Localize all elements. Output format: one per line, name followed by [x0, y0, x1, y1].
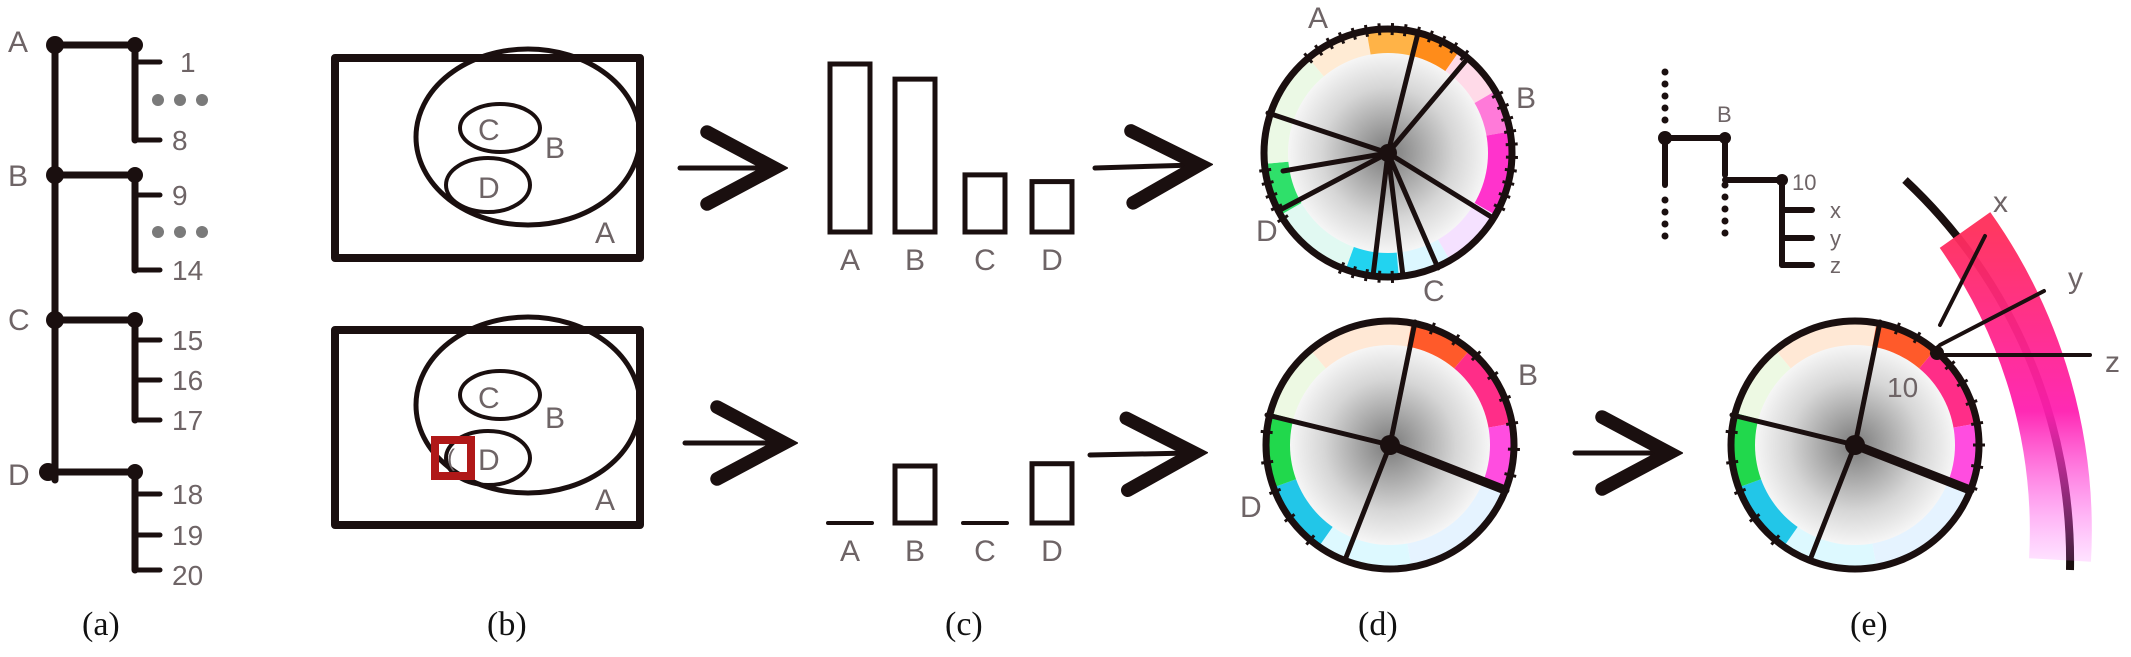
region-label-d: D [478, 172, 500, 205]
arrow-icon [1092, 165, 1195, 168]
wheel-ring-segment [1473, 131, 1513, 216]
panel-c-bottom-bar-chart: A B C D [826, 461, 1075, 568]
wheel-ring-segment [1269, 349, 1327, 420]
wheel-ring-segment [1318, 525, 1412, 570]
panel-b-regions-bottom: ( C D B A [331, 314, 644, 529]
leaf-label: 18 [172, 479, 203, 510]
wheel-label-d: D [1256, 215, 1278, 248]
cursor-glyph: ( [447, 445, 455, 472]
bar-a [827, 61, 873, 235]
mini-tree-leaf-z: z [1830, 253, 1841, 278]
bar-label-c: C [974, 244, 996, 277]
wheel-ring-segment [1871, 478, 1973, 569]
wheel-ring-segment [1730, 412, 1763, 488]
wheel-ring-segment [1309, 320, 1412, 370]
wheel-ring-segment [1307, 29, 1372, 78]
arc-label-y: y [2068, 262, 2083, 295]
ellipsis-dots-2 [152, 226, 208, 238]
wheel-ring-segment [1947, 423, 1980, 488]
wheel-ring-segment [1406, 478, 1508, 569]
bar-label-a: A [840, 244, 860, 277]
bar-d [1029, 461, 1075, 526]
tree-label-d: D [8, 459, 30, 492]
leaf-label: 9 [172, 180, 188, 211]
bar-b [892, 463, 938, 526]
wheel-ring-segment [1265, 412, 1298, 488]
region-label-c: C [478, 114, 500, 147]
leaf-label: 15 [172, 325, 203, 356]
wheel-ring-segment [1482, 423, 1515, 488]
panel-e-outer-arc: x y z [1902, 177, 2120, 571]
selection-highlight-box [431, 436, 475, 480]
bar-label-b: B [905, 244, 925, 277]
mini-tree-label-10: 10 [1792, 170, 1816, 195]
wheel-ring-segment [1473, 90, 1512, 137]
wheel-ring-segment [1737, 478, 1799, 548]
arrow-icon [1087, 453, 1190, 455]
panel-a-tree: A B C D 1 8 9 14 15 16 17 18 19 20 [8, 26, 208, 591]
leaf-label: 20 [172, 560, 203, 591]
wheel-ring-segment [1366, 28, 1421, 58]
wheel-ring-segment [1774, 320, 1877, 370]
flow-arrows [677, 165, 1665, 455]
wheel-label-a: A [1308, 2, 1328, 35]
caption-c: (c) [945, 606, 983, 643]
wheel-label-c: C [1423, 275, 1445, 308]
region-label-a: A [595, 217, 615, 250]
wheel-ring-segment [1272, 478, 1334, 548]
bar-label-b: B [905, 535, 925, 568]
bar-label-a: A [840, 535, 860, 568]
mini-tree-leaf-y: y [1830, 226, 1841, 251]
tree-label-c: C [8, 304, 30, 337]
wheel-ring-segment [1444, 50, 1497, 104]
panel-d-top-wheel: A B C D [1256, 2, 1536, 308]
region-label-c: C [478, 382, 500, 415]
caption-e: (e) [1850, 606, 1888, 643]
wheel-label-d: D [1240, 491, 1262, 524]
region-label-d: D [478, 444, 500, 477]
leaf-label: 19 [172, 520, 203, 551]
wheel-ring-segment [1453, 349, 1514, 429]
wheel-label-b: B [1516, 82, 1536, 115]
leaf-label: 17 [172, 405, 203, 436]
wheel-node-label-10: 10 [1887, 372, 1918, 403]
caption-d: (d) [1358, 606, 1398, 643]
mini-tree-label-b: B [1717, 102, 1732, 127]
wheel-label-b: B [1518, 359, 1538, 392]
tree-label-b: B [8, 160, 28, 193]
caption-b: (b) [487, 606, 527, 643]
wheel-ring-segment [1783, 525, 1877, 570]
leaf-label: 1 [180, 47, 196, 78]
bar-label-d: D [1041, 535, 1063, 568]
tree-label-a: A [8, 26, 28, 59]
arc-label-z: z [2105, 346, 2120, 379]
panel-b-regions-top: C D B A [331, 46, 644, 262]
region-label-b: B [545, 132, 565, 165]
leaf-label: 8 [172, 125, 188, 156]
bar-d [1029, 179, 1075, 235]
caption-a: (a) [82, 606, 120, 643]
bar-label-c: C [974, 535, 996, 568]
wheel-ring-segment [1263, 57, 1325, 164]
bar-b [892, 76, 938, 235]
mini-tree-leaf-x: x [1830, 198, 1841, 223]
leaf-label: 14 [172, 255, 203, 286]
wheel-ring-segment [1413, 32, 1460, 73]
wheel-ring-segment [1918, 349, 1979, 429]
wheel-ring-segment [1734, 349, 1792, 420]
region-label-a: A [595, 484, 615, 517]
arc-label-x: x [1993, 186, 2008, 219]
wheel-ring-segment [1279, 202, 1355, 271]
bar-label-d: D [1041, 244, 1063, 277]
leaf-label: 16 [172, 365, 203, 396]
panel-c-top-bar-chart: A B C D [827, 61, 1075, 277]
panel-d-bottom-wheel: B D [1240, 317, 1538, 573]
bar-c [962, 172, 1008, 235]
region-label-b: B [545, 402, 565, 435]
panel-e-wheel: 10 [1725, 317, 1985, 573]
panel-e-mini-tree: B 10 x y z [1658, 68, 1841, 278]
ellipsis-dots-1 [152, 94, 208, 106]
